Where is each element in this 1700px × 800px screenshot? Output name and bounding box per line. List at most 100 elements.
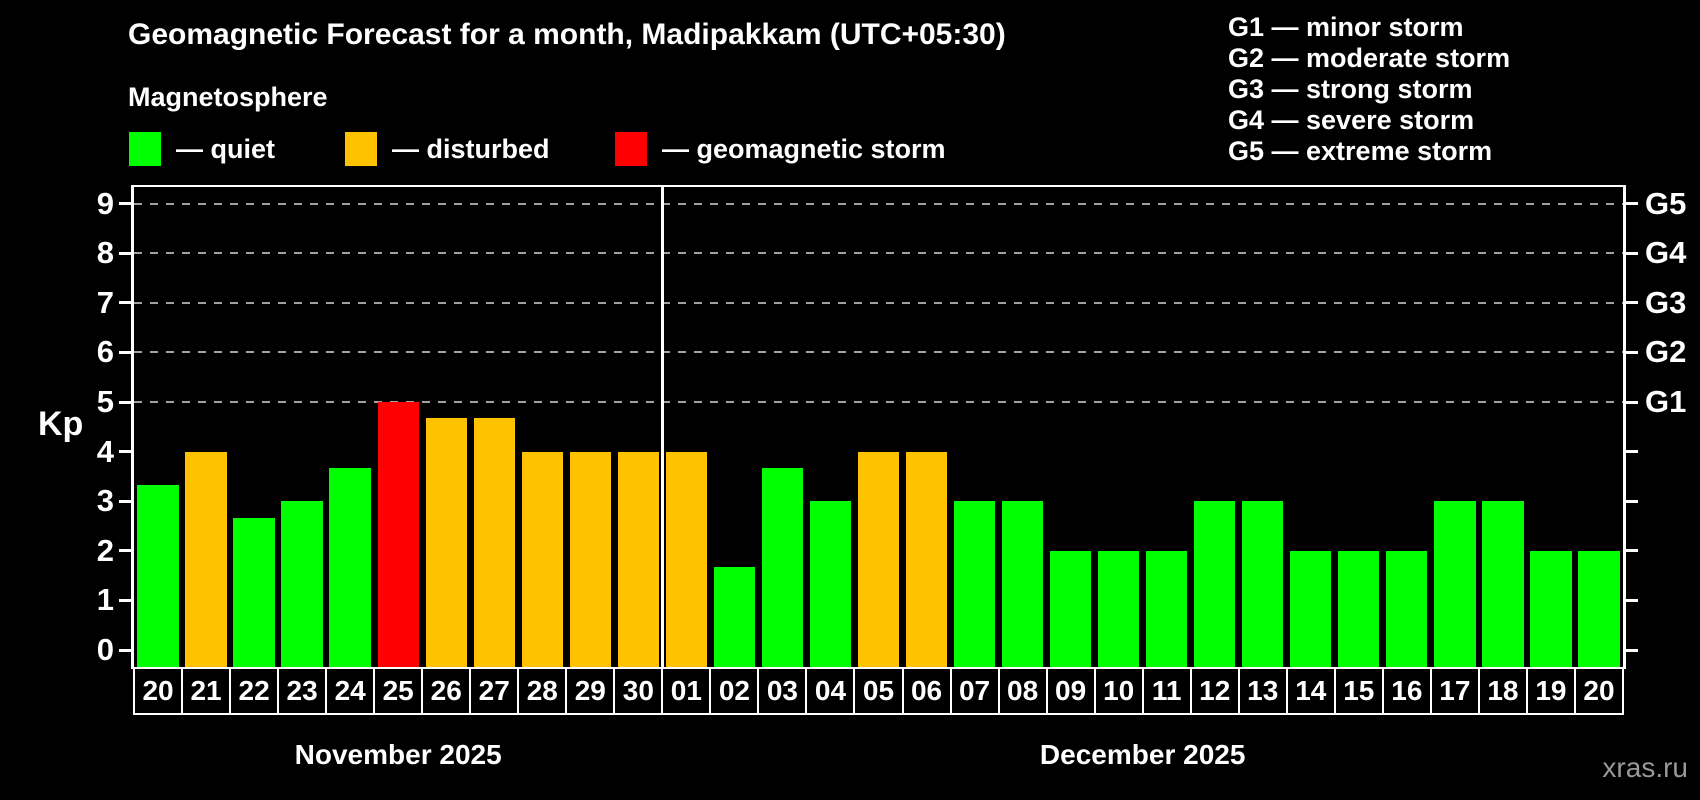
gridline-kp5 — [134, 401, 1623, 403]
y-tick-label-5: 5 — [96, 384, 114, 419]
bar-07 — [953, 501, 996, 667]
bar-17 — [1434, 501, 1476, 667]
storm-swatch-icon — [615, 132, 647, 166]
bar-11 — [1146, 550, 1188, 667]
y-tick-label-2: 2 — [96, 532, 114, 568]
y-tick-right-1 — [1626, 598, 1638, 602]
y-tick-left-8 — [119, 251, 131, 255]
y-tick-label-3: 3 — [96, 483, 114, 519]
date-box-25: 25 — [373, 667, 424, 715]
g1-legend-line: G1 — minor storm — [1228, 12, 1464, 42]
y-tick-right-5 — [1626, 400, 1638, 404]
month-label: December 2025 — [1039, 739, 1246, 770]
date-box-28: 28 — [517, 667, 568, 715]
g3-legend-line: G3 — strong storm — [1228, 74, 1473, 104]
y-tick-left-5 — [119, 400, 131, 404]
y-tick-right-9 — [1626, 202, 1638, 206]
gridline-kp8 — [134, 252, 1623, 255]
g-axis-label-g4: G4 — [1645, 235, 1687, 271]
g-scale-legend: G1 — minor storm G2 — moderate storm G3 … — [1228, 12, 1510, 167]
y-tick-label-8: 8 — [96, 235, 114, 271]
bar-25 — [377, 402, 419, 667]
bar-18 — [1482, 501, 1524, 667]
month-separator — [660, 187, 664, 667]
bar-30 — [617, 451, 659, 667]
bar-20 — [1578, 550, 1620, 667]
y-tick-left-6 — [119, 350, 131, 354]
bar-23 — [281, 501, 323, 667]
bar-14 — [1290, 550, 1332, 667]
disturbed-swatch-icon — [345, 132, 377, 166]
date-box-15: 15 — [1333, 667, 1384, 715]
bar-15 — [1338, 550, 1380, 667]
quiet-swatch-icon — [129, 132, 161, 166]
bar-26 — [425, 418, 467, 667]
g-axis-label-g5: G5 — [1645, 185, 1687, 221]
chart-title: Geomagnetic Forecast for a month, Madipa… — [128, 18, 1006, 51]
date-box-09: 09 — [1045, 667, 1096, 715]
y-tick-label-6: 6 — [96, 334, 114, 370]
bar-19 — [1530, 550, 1572, 667]
bar-24 — [329, 467, 371, 667]
y-tick-left-2 — [119, 549, 131, 553]
date-box-05: 05 — [853, 667, 904, 715]
legend-label-quiet: — quiet — [176, 134, 275, 164]
bar-06 — [905, 451, 948, 667]
date-box-30: 30 — [613, 667, 664, 715]
date-box-17: 17 — [1429, 667, 1480, 715]
date-box-29: 29 — [565, 667, 616, 715]
y-tick-right-6 — [1626, 350, 1638, 354]
y-tick-label-7: 7 — [96, 284, 114, 320]
bar-01 — [665, 451, 707, 667]
g-axis-label-g3: G3 — [1645, 284, 1687, 320]
y-axis-title: Kp — [38, 405, 84, 443]
date-box-23: 23 — [277, 667, 328, 715]
y-tick-left-3 — [119, 499, 131, 503]
y-tick-left-9 — [119, 202, 131, 206]
legend-item-quiet: — quiet — [129, 132, 275, 166]
legend-item-disturbed: — disturbed — [345, 132, 550, 166]
g4-legend-line: G4 — severe storm — [1228, 105, 1475, 135]
bar-20 — [137, 484, 179, 667]
date-box-07: 07 — [949, 667, 1000, 715]
bar-21 — [185, 451, 227, 667]
bar-16 — [1386, 550, 1428, 667]
date-box-19: 19 — [1525, 667, 1576, 715]
date-box-11: 11 — [1141, 667, 1192, 715]
y-tick-left-1 — [119, 598, 131, 602]
bar-03 — [761, 467, 804, 667]
date-box-03: 03 — [757, 667, 808, 715]
y-tick-label-4: 4 — [96, 433, 114, 469]
bar-13 — [1242, 501, 1284, 667]
gridline-kp6 — [134, 351, 1623, 354]
watermark: xras.ru — [1602, 752, 1688, 783]
bar-05 — [857, 451, 900, 667]
bar-29 — [569, 451, 611, 667]
date-box-20: 20 — [133, 667, 184, 715]
plot-area: 0 1 2 3 4 5 6 7 8 9 G1 G2 G3 G4 G5 20 21 22 23 24 25 26 27 28 29… — [97, 185, 1686, 770]
date-box-01: 01 — [661, 667, 712, 715]
legend-item-storm: — geomagnetic storm — [615, 132, 946, 166]
legend-label-disturbed: — disturbed — [392, 134, 550, 164]
g2-legend-line: G2 — moderate storm — [1228, 43, 1511, 73]
y-tick-right-4 — [1626, 450, 1638, 454]
y-tick-right-3 — [1626, 499, 1638, 503]
bar-09 — [1049, 550, 1092, 667]
y-tick-right-2 — [1626, 549, 1638, 553]
date-box-10: 10 — [1093, 667, 1144, 715]
date-box-27: 27 — [469, 667, 520, 715]
y-tick-label-0: 0 — [96, 632, 114, 667]
bar-10 — [1098, 550, 1140, 667]
gridline-kp7 — [134, 301, 1623, 304]
chart-subtitle: Magnetosphere — [128, 82, 328, 112]
date-box-21: 21 — [181, 667, 232, 715]
bar-22 — [233, 517, 275, 667]
date-box-13: 13 — [1237, 667, 1288, 715]
date-box-24: 24 — [325, 667, 376, 715]
date-box-12: 12 — [1189, 667, 1240, 715]
y-tick-right-8 — [1626, 251, 1638, 255]
g5-legend-line: G5 — extreme storm — [1228, 136, 1493, 166]
gridline-kp9 — [134, 202, 1623, 205]
date-box-20: 20 — [1573, 667, 1624, 715]
